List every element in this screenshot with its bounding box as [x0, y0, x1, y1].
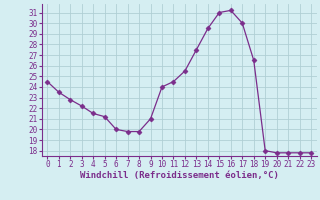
X-axis label: Windchill (Refroidissement éolien,°C): Windchill (Refroidissement éolien,°C) [80, 171, 279, 180]
